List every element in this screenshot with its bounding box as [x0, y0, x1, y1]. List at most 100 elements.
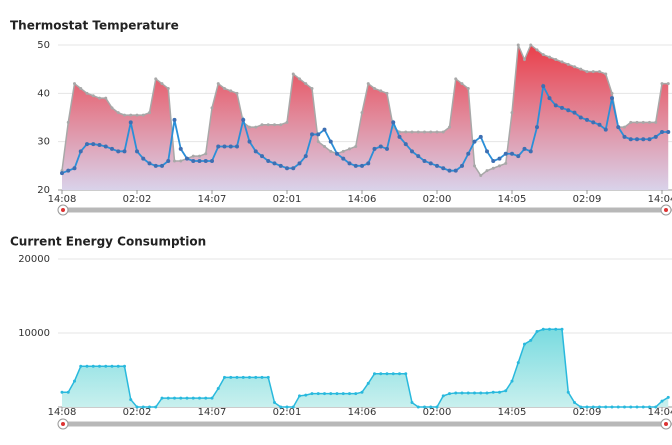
- point: [185, 156, 189, 161]
- point: [122, 149, 127, 154]
- point: [641, 137, 646, 142]
- point: [522, 146, 527, 151]
- point: [585, 70, 589, 74]
- point: [353, 163, 358, 168]
- x-tick-label: 02:09: [573, 194, 602, 205]
- point: [129, 113, 133, 117]
- point: [98, 364, 101, 368]
- point: [554, 58, 558, 61]
- point: [373, 87, 376, 90]
- point: [348, 392, 351, 396]
- point: [235, 375, 239, 379]
- point: [435, 163, 439, 168]
- point: [329, 149, 333, 153]
- point: [322, 127, 327, 132]
- point: [297, 161, 302, 166]
- point: [279, 123, 283, 127]
- point: [179, 159, 183, 163]
- point: [610, 91, 614, 95]
- x-tick-label: 14:07: [198, 194, 227, 205]
- point: [591, 405, 595, 409]
- point: [291, 405, 295, 409]
- point: [416, 130, 420, 134]
- x-tick-label: 02:00: [423, 407, 452, 418]
- point: [323, 145, 326, 148]
- point: [454, 77, 458, 81]
- point: [223, 87, 226, 90]
- point: [260, 123, 264, 127]
- point: [404, 372, 408, 376]
- point: [241, 375, 245, 379]
- point: [116, 364, 120, 368]
- point: [435, 405, 439, 409]
- point: [391, 120, 396, 125]
- point: [116, 111, 120, 115]
- point: [129, 398, 133, 402]
- point: [460, 163, 464, 168]
- point: [85, 142, 89, 147]
- point: [179, 396, 183, 400]
- point: [491, 390, 495, 394]
- point: [598, 70, 601, 74]
- point: [460, 82, 464, 86]
- point: [453, 168, 458, 173]
- point: [85, 364, 89, 368]
- point: [466, 391, 470, 395]
- point: [354, 392, 358, 396]
- point: [191, 159, 196, 163]
- point: [103, 144, 108, 149]
- point: [448, 392, 451, 396]
- point: [623, 125, 626, 129]
- point: [410, 130, 414, 134]
- point: [473, 391, 476, 395]
- slider-handle-dot: [664, 208, 668, 212]
- point: [354, 145, 358, 148]
- point: [597, 122, 602, 127]
- point: [554, 327, 558, 331]
- point: [660, 82, 664, 86]
- point: [229, 375, 233, 379]
- point: [441, 166, 446, 171]
- slider-handle-dot: [61, 422, 65, 426]
- point: [266, 159, 271, 163]
- point: [541, 84, 546, 89]
- point: [398, 372, 401, 376]
- point: [397, 134, 402, 139]
- point: [466, 87, 470, 90]
- chart-title: Current Energy Consumption: [10, 235, 206, 249]
- point: [510, 379, 514, 383]
- point: [660, 130, 664, 134]
- point: [385, 146, 389, 151]
- chart-title: Thermostat Temperature: [10, 19, 179, 33]
- point: [166, 396, 170, 400]
- point: [204, 152, 208, 156]
- point: [573, 65, 576, 69]
- point: [91, 94, 95, 98]
- point: [504, 161, 508, 165]
- point: [335, 151, 339, 156]
- point: [272, 161, 277, 166]
- point: [148, 111, 151, 115]
- point: [154, 77, 158, 81]
- point: [310, 132, 314, 137]
- point: [273, 123, 276, 127]
- point: [666, 130, 671, 134]
- point: [128, 120, 133, 125]
- point: [498, 164, 501, 168]
- point: [248, 125, 251, 129]
- point: [423, 130, 426, 134]
- point: [298, 394, 301, 398]
- x-tick-label: 14:06: [348, 194, 377, 205]
- point: [98, 96, 101, 100]
- point: [60, 390, 64, 394]
- point: [498, 390, 501, 394]
- point: [178, 146, 183, 151]
- point: [110, 146, 114, 151]
- y-tick-label: 20000: [18, 254, 50, 265]
- point: [491, 159, 496, 163]
- point: [247, 139, 252, 144]
- y-tick-label: 50: [37, 40, 50, 51]
- point: [560, 327, 564, 331]
- point: [510, 151, 514, 156]
- point: [666, 395, 670, 399]
